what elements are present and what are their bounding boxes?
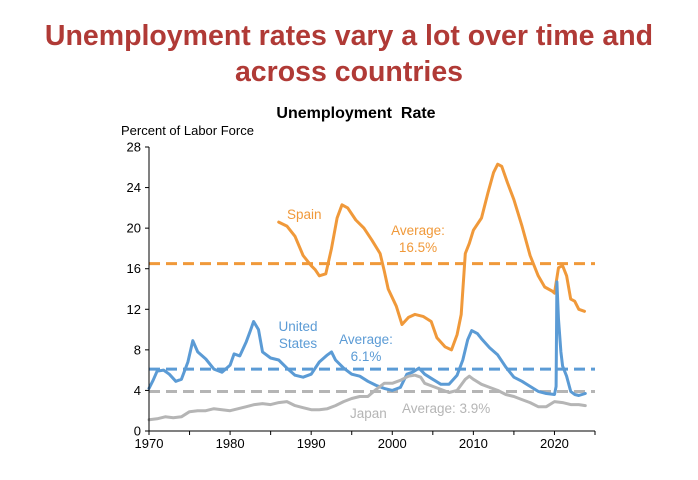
series-lines (147, 162, 587, 422)
us-label-2: States (279, 336, 318, 351)
x-tick-label: 1980 (216, 436, 245, 451)
average-lines (149, 262, 595, 393)
y-tick-label: 4 (134, 383, 141, 398)
us-average-label-2: 6.1% (351, 349, 382, 364)
spain-average-label-2: 16.5% (399, 240, 437, 255)
y-tick-label: 12 (127, 302, 141, 317)
chart-title: Unemployment Rate (276, 105, 435, 122)
annotations: Spain Average: 16.5% United States Avera… (278, 207, 490, 421)
y-tick-label: 0 (134, 424, 141, 439)
japan-average-label: Average: 3.9% (402, 401, 490, 416)
slide-headline: Unemployment rates vary a lot over time … (44, 20, 654, 88)
y-tick-label: 16 (127, 261, 141, 276)
x-tick-label: 2020 (540, 436, 569, 451)
tick-labels: 0 4 8 12 16 20 24 28 1970 1980 1990 2000 2010 2020 (127, 140, 569, 452)
x-tick-label: 1990 (297, 436, 326, 451)
y-tick-label: 20 (127, 221, 141, 236)
united-states-series-line (147, 280, 587, 397)
spain-label: Spain (287, 207, 322, 222)
japan-series-line (147, 373, 587, 422)
spain-series-line (277, 162, 586, 352)
spain-average-label-1: Average: (391, 223, 445, 238)
y-tick-label: 8 (134, 342, 141, 357)
us-average-label-1: Average: (339, 332, 393, 347)
y-tick-label: 24 (127, 180, 141, 195)
us-label-1: United (278, 319, 317, 334)
x-tick-label: 1970 (135, 436, 164, 451)
y-axis-label: Percent of Labor Force (121, 123, 254, 138)
x-tick-label: 2010 (459, 436, 488, 451)
y-tick-label: 28 (127, 140, 141, 155)
japan-label: Japan (350, 406, 387, 421)
x-tick-label: 2000 (378, 436, 407, 451)
axes (145, 146, 596, 435)
